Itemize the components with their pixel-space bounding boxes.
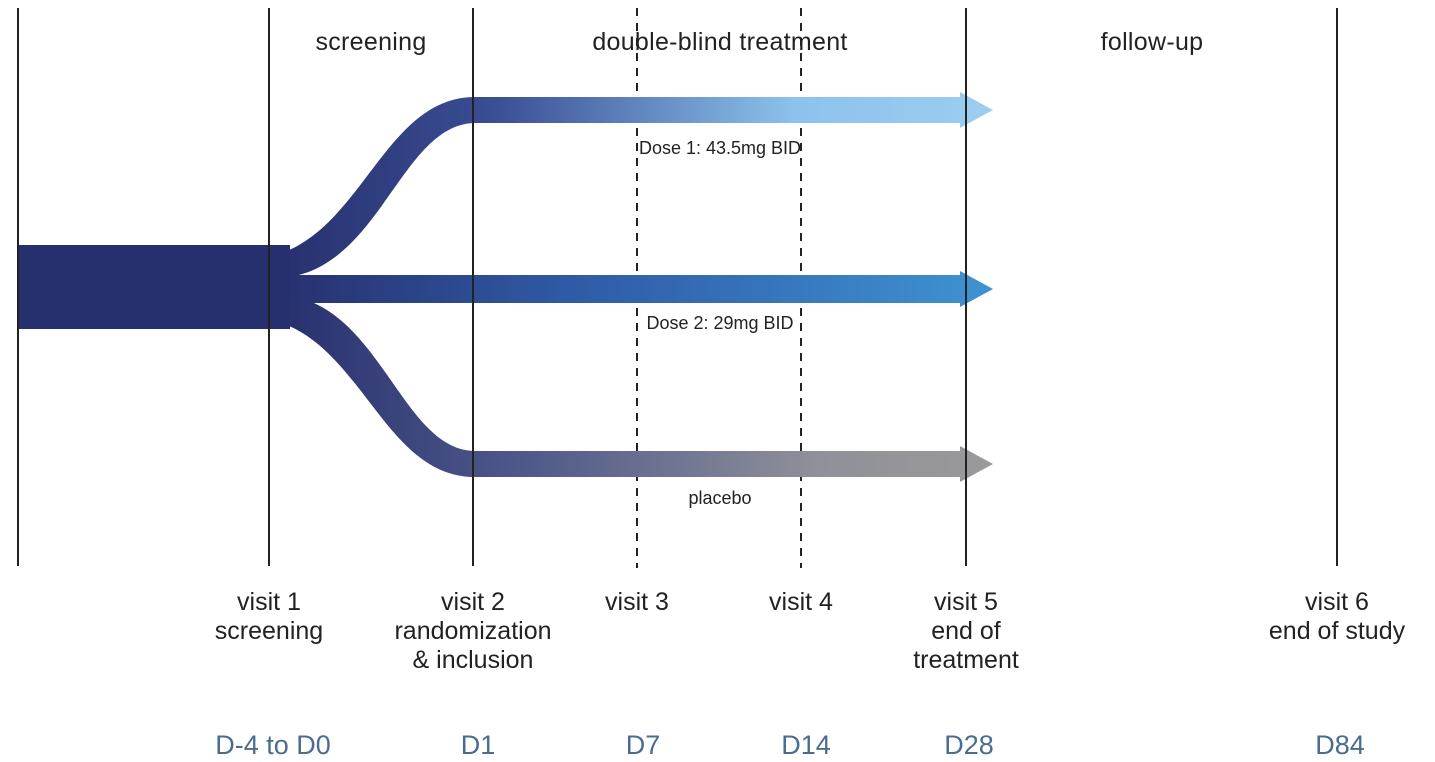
visit-6-title: visit 6 xyxy=(1305,588,1369,616)
phase-followup-label: follow-up xyxy=(1100,28,1204,56)
dose1-label: Dose 1: 43.5mg BID xyxy=(638,138,802,158)
phase-treatment-label: double-blind treatment xyxy=(592,28,848,56)
dose2-arm xyxy=(270,271,993,307)
visit-1-subtitle: screening xyxy=(214,617,324,645)
placebo-label: placebo xyxy=(688,488,752,508)
dose2-label: Dose 2: 29mg BID xyxy=(646,313,794,333)
visit-4-title: visit 4 xyxy=(769,588,833,616)
visit-5-title: visit 5 xyxy=(934,588,998,616)
day-label-d84: D84 xyxy=(1315,730,1365,760)
visit-5-subtitle: end of xyxy=(931,617,1001,645)
visit-2-label: visit 2 randomization & inclusion xyxy=(394,588,551,675)
visit-2-subtitle: randomization xyxy=(394,617,552,645)
day-label-d28: D28 xyxy=(944,730,994,760)
visit-1-label: visit 1 screening xyxy=(215,588,323,646)
placebo-arm xyxy=(260,295,993,482)
day-label-d1: D1 xyxy=(460,730,496,760)
visit-3-label: visit 3 xyxy=(605,588,669,617)
visit-6-subtitle: end of study xyxy=(1268,617,1406,645)
pre-randomization-block xyxy=(18,245,290,329)
visit-3-title: visit 3 xyxy=(605,588,669,616)
visit-2-title: visit 2 xyxy=(441,588,505,616)
visit-5-subtitle-2: treatment xyxy=(913,646,1019,674)
phase-screening-label: screening xyxy=(315,28,427,56)
day-label-d7: D7 xyxy=(625,730,661,760)
visit-5-label: visit 5 end of treatment xyxy=(913,588,1019,675)
visit-4-label: visit 4 xyxy=(769,588,833,617)
day-label-screening: D-4 to D0 xyxy=(215,730,331,760)
visit-2-subtitle-2: & inclusion xyxy=(412,646,534,674)
dose1-arm xyxy=(260,92,993,278)
visit-6-label: visit 6 end of study xyxy=(1269,588,1405,646)
day-label-d14: D14 xyxy=(781,730,831,760)
visit-1-title: visit 1 xyxy=(237,588,301,616)
